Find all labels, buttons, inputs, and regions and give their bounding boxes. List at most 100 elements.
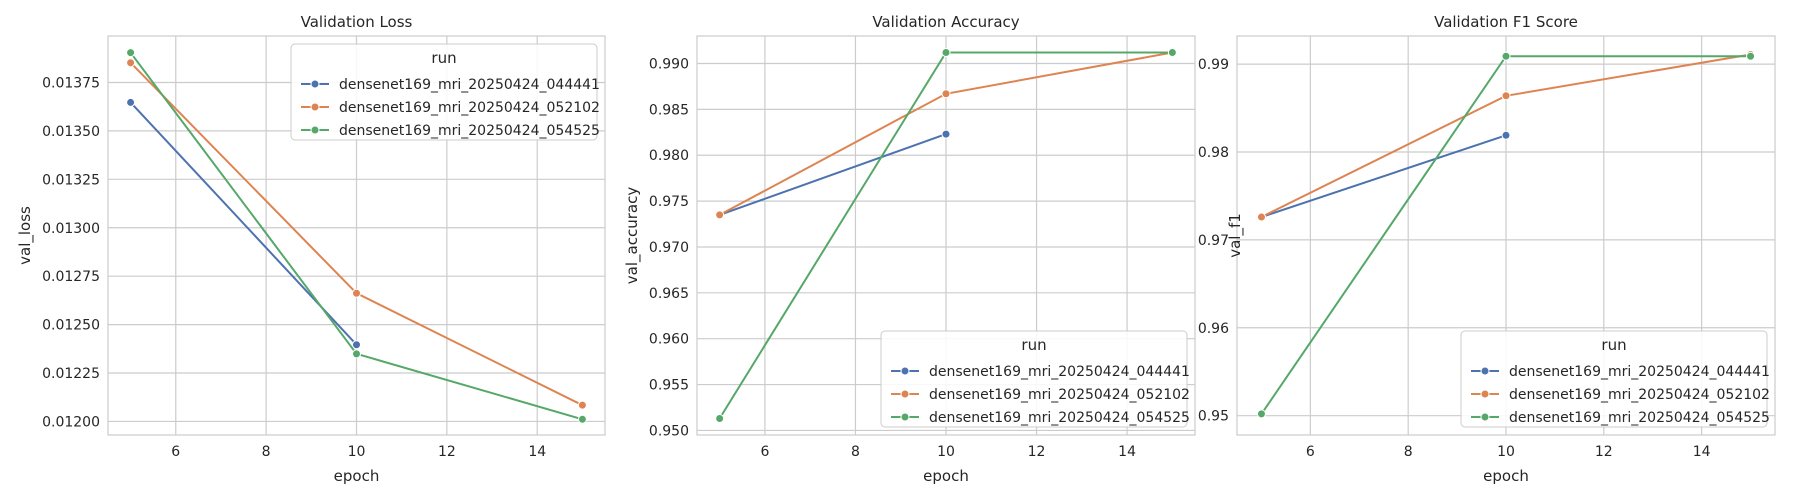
x-axis-label: epoch xyxy=(1483,467,1529,485)
data-point xyxy=(352,288,361,298)
data-point xyxy=(1501,51,1511,61)
legend-entry-label: densenet169_mri_20250424_044441 xyxy=(339,77,600,93)
legend-entry-label: densenet169_mri_20250424_054525 xyxy=(339,123,600,139)
x-tick-label: 6 xyxy=(171,444,180,460)
y-tick-label: 0.01350 xyxy=(42,124,100,140)
data-point xyxy=(126,97,136,107)
data-point xyxy=(941,129,951,139)
y-tick-label: 0.97 xyxy=(1198,233,1229,249)
legend-entry-label: densenet169_mri_20250424_044441 xyxy=(929,364,1190,380)
data-point xyxy=(577,414,587,424)
y-axis-label: val_f1 xyxy=(1226,213,1245,258)
y-tick-label: 0.99 xyxy=(1198,57,1229,73)
legend-entry-label: densenet169_mri_20250424_052102 xyxy=(929,387,1190,403)
legend-swatch-marker xyxy=(900,366,910,376)
x-tick-label: 10 xyxy=(348,444,366,460)
data-point xyxy=(1501,91,1511,101)
series-line-1 xyxy=(719,133,947,216)
y-tick-label: 0.950 xyxy=(649,423,689,439)
x-tick-label: 8 xyxy=(851,444,860,460)
y-tick-label: 0.98 xyxy=(1198,145,1229,161)
y-tick-label: 0.01375 xyxy=(42,75,100,91)
x-tick-label: 10 xyxy=(937,444,955,460)
legend-swatch-marker xyxy=(1480,412,1490,422)
legend-entry-label: densenet169_mri_20250424_054525 xyxy=(929,410,1190,426)
data-point xyxy=(126,58,136,68)
x-tick-label: 12 xyxy=(1595,444,1613,460)
legend: run densenet169_mri_20250424_044441densen… xyxy=(1460,330,1770,428)
data-point xyxy=(941,48,951,58)
legend-swatch-marker xyxy=(1480,366,1490,376)
legend-box xyxy=(1460,330,1768,428)
x-axis-label: epoch xyxy=(334,467,380,485)
y-tick-label: 0.970 xyxy=(649,240,689,256)
y-tick-label: 0.01275 xyxy=(42,269,100,285)
plot-frame xyxy=(696,35,1196,436)
data-point xyxy=(1256,212,1266,222)
legend: run densenet169_mri_20250424_044441densen… xyxy=(290,43,600,141)
legend-entry-label: densenet169_mri_20250424_054525 xyxy=(1509,410,1770,426)
data-point xyxy=(352,349,361,359)
data-point xyxy=(352,340,361,350)
series-line-1 xyxy=(1261,134,1507,218)
chart-panel-2: 6 8 10 12 14 0.950 0.955 0.960 0.965 0.970 0.975 0.… xyxy=(623,13,1196,485)
y-tick-label: 0.01225 xyxy=(42,366,100,382)
y-tick-label: 0.95 xyxy=(1198,409,1229,425)
x-tick-label: 8 xyxy=(1404,444,1413,460)
chart-title: Validation Loss xyxy=(301,13,413,31)
x-tick-label: 14 xyxy=(1693,444,1711,460)
y-tick-label: 0.975 xyxy=(649,194,689,210)
legend-swatch-marker xyxy=(1480,389,1490,399)
legend-swatch-marker xyxy=(310,125,320,135)
legend-swatch-marker xyxy=(900,412,910,422)
x-tick-label: 10 xyxy=(1497,444,1515,460)
legend-swatch-marker xyxy=(900,389,910,399)
x-tick-label: 14 xyxy=(1118,444,1136,460)
chart-panel-3: 6 8 10 12 14 0.95 0.96 0.97 0.98 0.99 Validation F… xyxy=(1198,13,1776,485)
data-point xyxy=(941,89,951,99)
data-point xyxy=(126,48,136,58)
legend-title: run xyxy=(431,49,456,67)
y-tick-label: 0.01250 xyxy=(42,318,100,334)
data-point xyxy=(577,400,587,410)
data-point xyxy=(1501,130,1511,140)
x-tick-label: 12 xyxy=(1028,444,1046,460)
y-tick-label: 0.990 xyxy=(649,57,689,73)
y-tick-label: 0.01200 xyxy=(42,414,100,430)
legend-entry-label: densenet169_mri_20250424_044441 xyxy=(1509,364,1770,380)
x-tick-label: 8 xyxy=(262,444,271,460)
y-tick-label: 0.01300 xyxy=(42,221,100,237)
chart-title: Validation Accuracy xyxy=(872,13,1019,31)
y-tick-label: 0.96 xyxy=(1198,321,1229,337)
y-tick-label: 0.985 xyxy=(649,102,689,118)
data-point xyxy=(715,413,725,423)
chart-title: Validation F1 Score xyxy=(1434,13,1578,31)
y-axis-label: val_loss xyxy=(16,206,35,265)
plot-frame xyxy=(1236,35,1776,436)
x-tick-label: 6 xyxy=(760,444,769,460)
data-point xyxy=(1167,48,1177,58)
y-tick-label: 0.960 xyxy=(649,332,689,348)
data-point xyxy=(1746,51,1756,61)
legend-swatch-marker xyxy=(310,102,320,112)
y-axis-label: val_accuracy xyxy=(623,187,642,285)
legend-title: run xyxy=(1601,336,1626,354)
y-tick-label: 0.01325 xyxy=(42,172,100,188)
legend-swatch-marker xyxy=(310,79,320,89)
x-axis-label: epoch xyxy=(923,467,969,485)
plot-frame xyxy=(107,35,606,436)
x-tick-label: 12 xyxy=(438,444,456,460)
x-tick-label: 6 xyxy=(1306,444,1315,460)
chart-panel-1: 6 8 10 12 14 0.01200 0.01225 0.01250 0.01275 0.01… xyxy=(16,13,606,485)
y-tick-label: 0.955 xyxy=(649,378,689,394)
legend-box xyxy=(290,43,598,141)
legend-entry-label: densenet169_mri_20250424_052102 xyxy=(339,100,600,116)
legend: run densenet169_mri_20250424_044441densen… xyxy=(880,330,1190,428)
legend-title: run xyxy=(1021,336,1046,354)
x-tick-label: 14 xyxy=(528,444,546,460)
y-tick-label: 0.980 xyxy=(649,148,689,164)
legend-box xyxy=(880,330,1188,428)
data-point xyxy=(1256,409,1266,419)
data-point xyxy=(715,210,725,220)
